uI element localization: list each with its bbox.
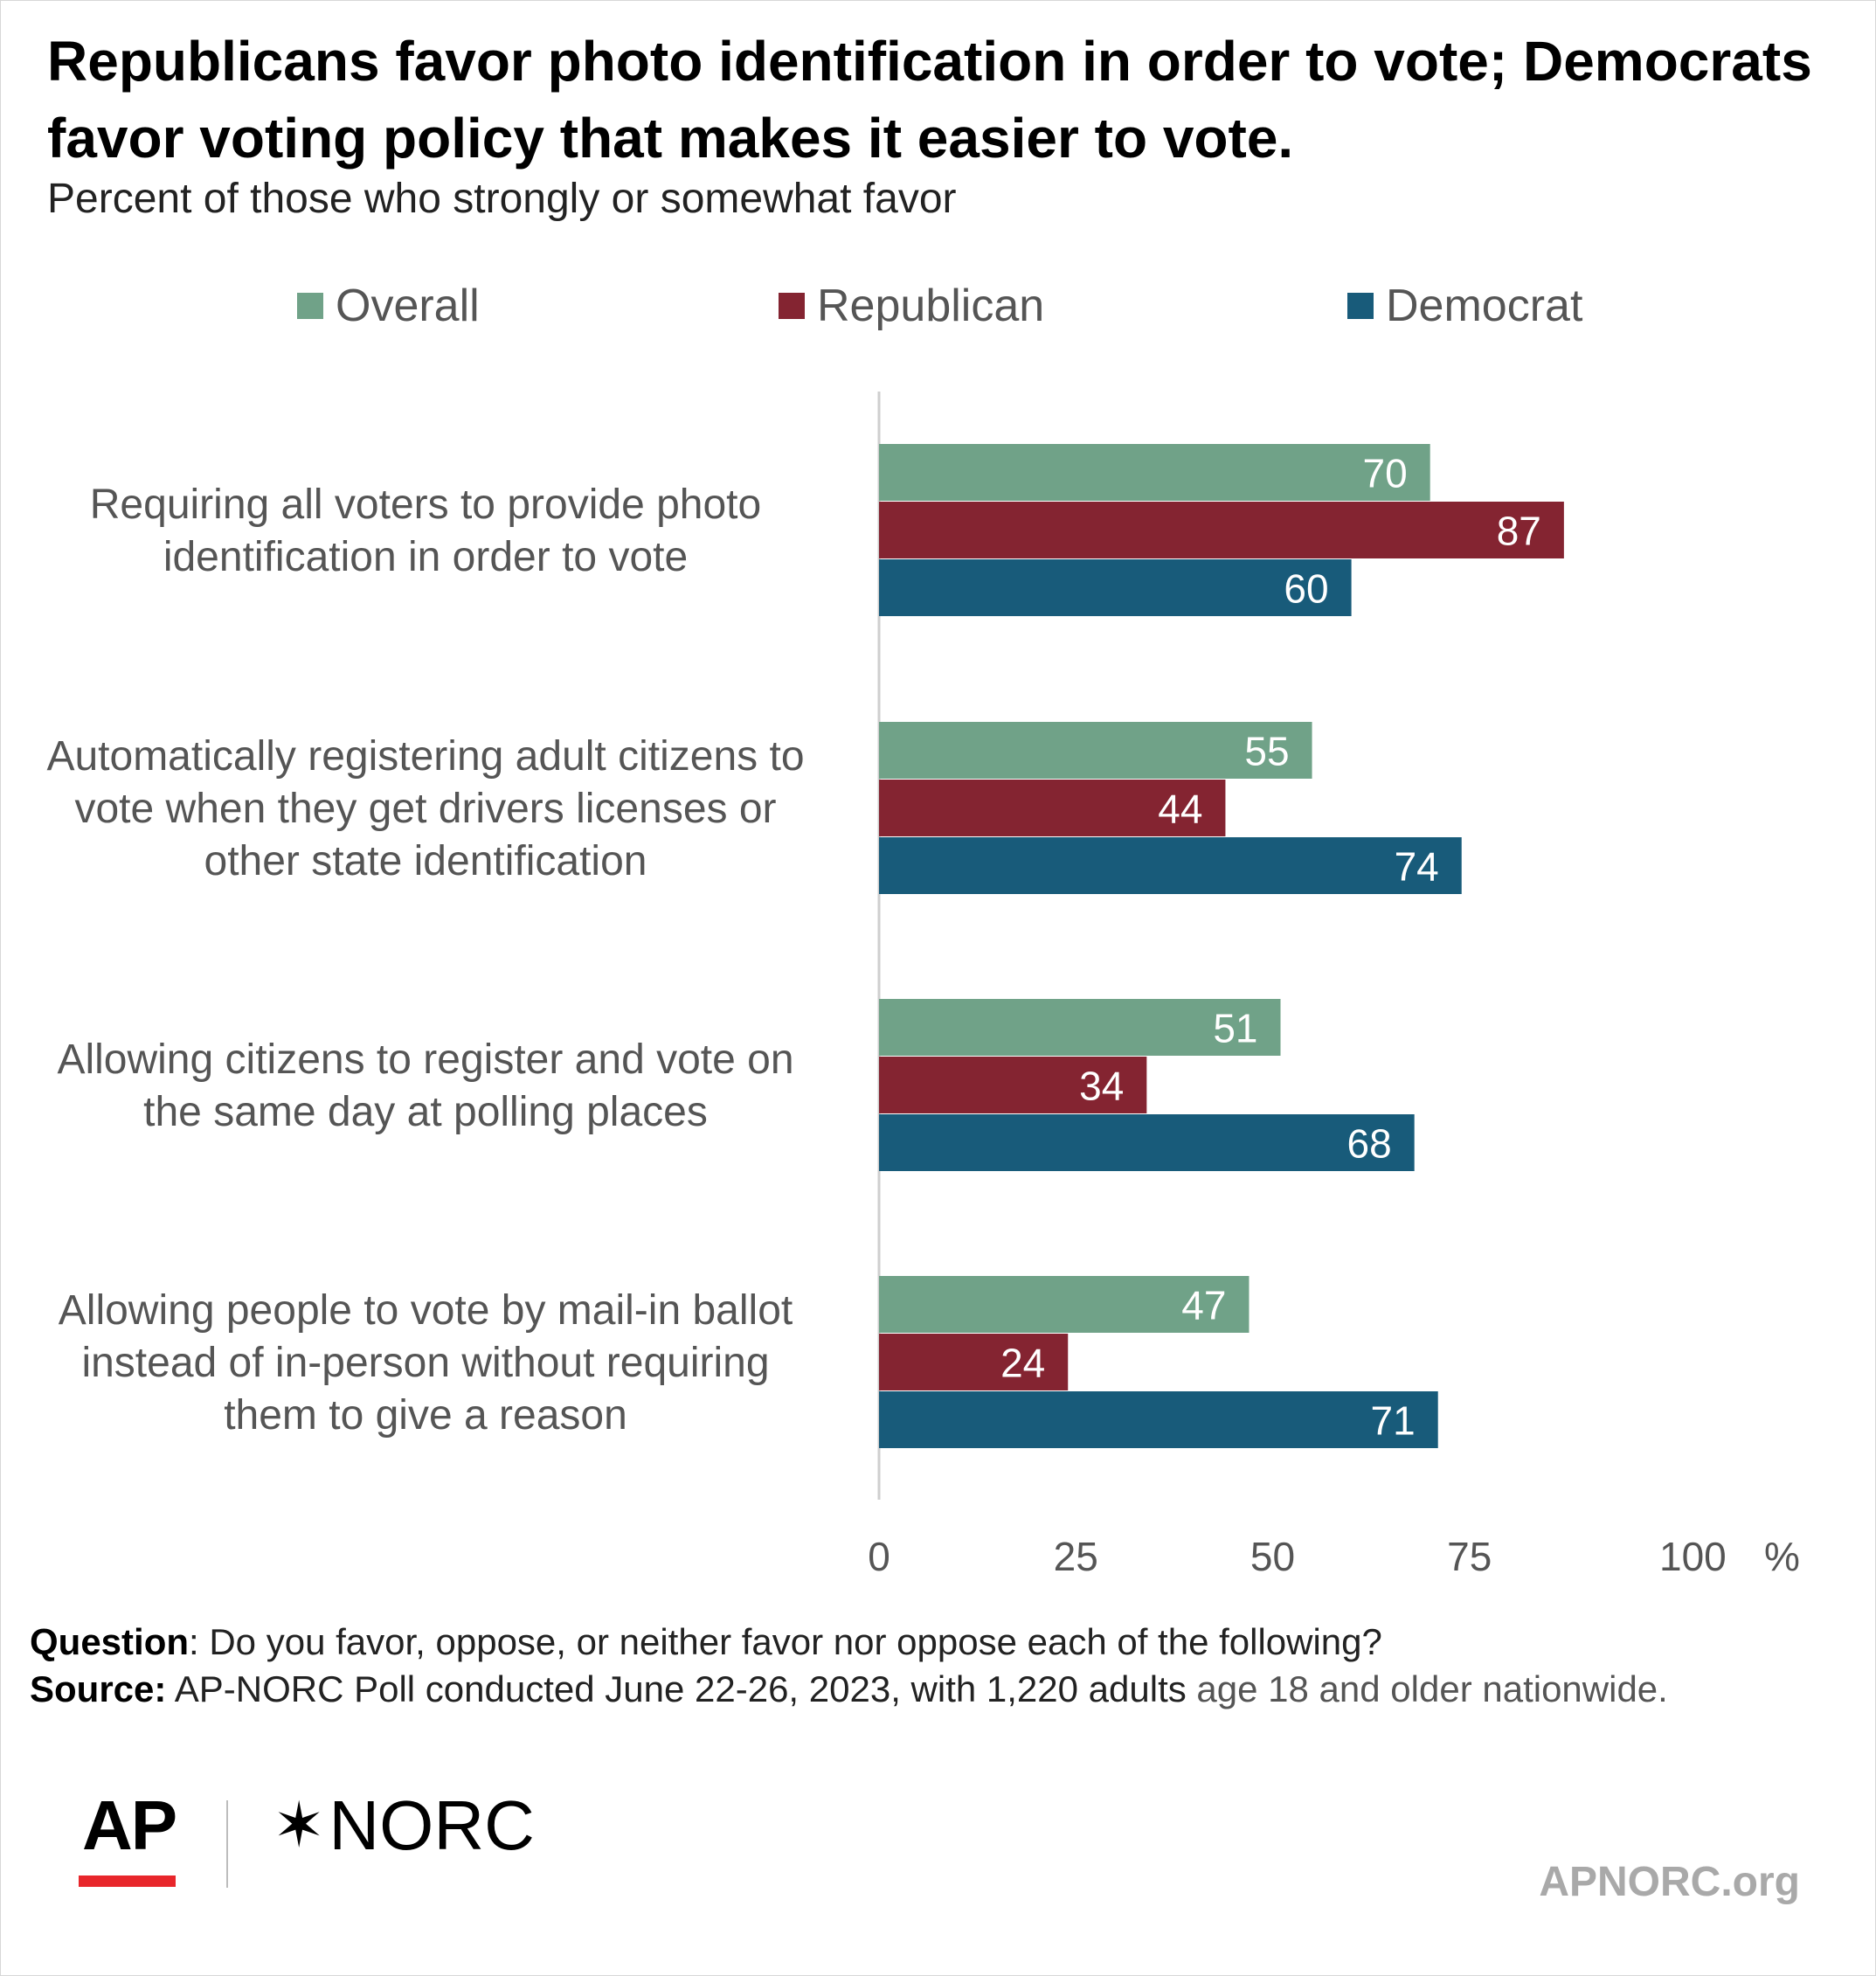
category-label: identification in order to vote — [163, 534, 688, 580]
bar-value-label: 74 — [1395, 844, 1439, 890]
bar — [879, 1391, 1438, 1448]
legend-label-democrat: Democrat — [1386, 281, 1583, 331]
category-label: instead of in-person without requiring — [81, 1340, 769, 1386]
source-text-muted: age 18 and older nationwide. — [1186, 1668, 1668, 1709]
norc-logo: ✶ NORC — [273, 1786, 535, 1865]
bar-value-label: 34 — [1079, 1064, 1124, 1109]
bar — [879, 999, 1281, 1056]
question-label: Question — [30, 1621, 190, 1662]
x-tick-label: 0 — [868, 1534, 890, 1579]
ap-logo-underline — [79, 1875, 176, 1887]
bar — [879, 502, 1564, 558]
category-label: Requiring all voters to provide photo — [90, 482, 761, 528]
x-tick-label: 100 — [1659, 1534, 1727, 1579]
x-tick-label: 25 — [1054, 1534, 1098, 1579]
x-tick-label: 50 — [1250, 1534, 1295, 1579]
category-label: Automatically registering adult citizens… — [46, 733, 804, 780]
category-label: Allowing citizens to register and vote o… — [57, 1037, 793, 1083]
legend-swatch-overall — [297, 293, 323, 319]
source-label: Source: — [30, 1668, 167, 1709]
bar-value-label: 68 — [1347, 1121, 1392, 1167]
question-text: : Do you favor, oppose, or neither favor… — [189, 1621, 1382, 1662]
site-url: APNORC.org — [1539, 1859, 1800, 1905]
bar-value-label: 47 — [1181, 1283, 1226, 1328]
bar — [879, 837, 1462, 894]
footer-question: Question: Do you favor, oppose, or neith… — [30, 1618, 1382, 1667]
bar — [879, 780, 1226, 836]
bar-value-label: 60 — [1284, 566, 1328, 612]
bar — [879, 1276, 1250, 1333]
norc-logo-text: NORC — [329, 1786, 535, 1864]
ap-logo: AP — [82, 1786, 177, 1864]
legend-label-republican: Republican — [817, 281, 1045, 331]
legend-swatch-republican — [779, 293, 805, 319]
bar-value-label: 71 — [1371, 1398, 1416, 1444]
legend-item-republican: Republican — [779, 280, 1044, 332]
category-label: Allowing people to vote by mail-in ballo… — [59, 1287, 793, 1334]
legend-label-overall: Overall — [336, 281, 480, 331]
bar-value-label: 51 — [1213, 1006, 1257, 1051]
bar — [879, 559, 1352, 616]
logo-divider — [226, 1800, 228, 1888]
category-label: the same day at polling places — [143, 1089, 708, 1135]
bar-value-label: 44 — [1158, 787, 1202, 832]
category-label: them to give a reason — [224, 1392, 627, 1439]
bar — [879, 722, 1312, 779]
bar — [879, 1334, 1069, 1390]
chart-title: Republicans favor photo identification i… — [47, 30, 1812, 170]
bar-value-label: 70 — [1363, 451, 1408, 496]
bar-value-label: 24 — [1000, 1341, 1045, 1386]
bar-chart: Requiring all voters to provide photo ide… — [46, 392, 1800, 1579]
legend-swatch-democrat — [1347, 293, 1374, 319]
bar — [879, 444, 1430, 501]
footer-source: Source: AP-NORC Poll conducted June 22-2… — [30, 1665, 1668, 1714]
bar — [879, 1057, 1147, 1113]
bar-value-label: 55 — [1244, 729, 1289, 774]
source-text: AP-NORC Poll conducted June 22-26, 2023,… — [166, 1668, 1187, 1709]
chart-subtitle: Percent of those who strongly or somewha… — [47, 176, 957, 222]
legend-item-overall: Overall — [297, 280, 480, 332]
category-label: other state identification — [204, 838, 647, 884]
legend-item-democrat: Democrat — [1347, 280, 1582, 332]
bar — [879, 1114, 1415, 1171]
x-axis-unit: % — [1764, 1534, 1800, 1579]
category-label: vote when they get drivers licenses or — [74, 786, 776, 832]
bar-value-label: 87 — [1497, 509, 1541, 554]
norc-star-icon: ✶ — [273, 1791, 326, 1861]
x-tick-label: 75 — [1447, 1534, 1492, 1579]
